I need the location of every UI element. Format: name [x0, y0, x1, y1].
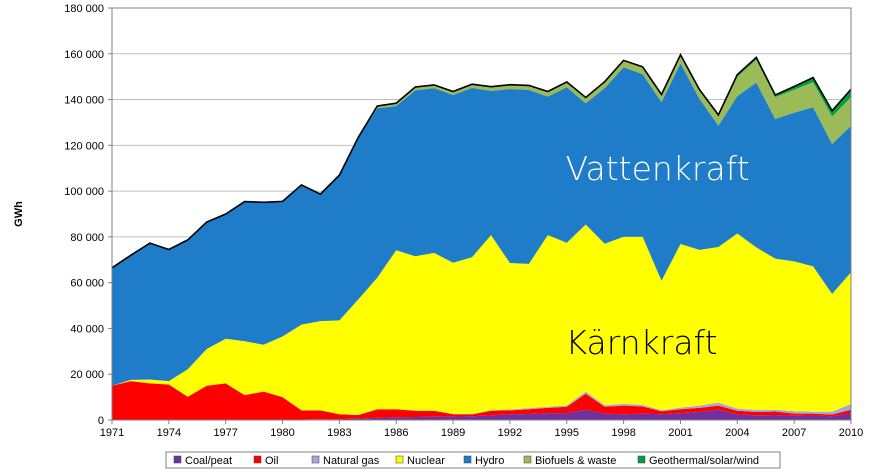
legend-swatch [173, 455, 182, 464]
legend-item: Natural gas [311, 455, 380, 467]
legend-swatch [523, 455, 532, 464]
x-tick-label: 1992 [498, 427, 522, 439]
legend-label: Coal/peat [185, 455, 232, 467]
x-tick-label: 2007 [782, 427, 806, 439]
legend-item: Hydro [463, 455, 504, 467]
legend-swatch [311, 455, 320, 464]
legend-item: Geothermal/solar/wind [637, 455, 759, 467]
y-tick-label: 100 000 [64, 186, 104, 198]
x-tick-label: 1974 [157, 427, 181, 439]
x-tick-label: 1989 [441, 427, 465, 439]
y-tick-label: 0 [98, 415, 104, 427]
area-nuclear [112, 224, 851, 415]
legend-item: Coal/peat [173, 455, 232, 467]
y-tick-label: 80 000 [70, 232, 104, 244]
area-series [111, 52, 852, 420]
y-tick-label: 140 000 [64, 95, 104, 107]
legend-item: Biofuels & waste [523, 455, 616, 467]
annotations: Vattenkraft Kärnkraft [565, 149, 749, 362]
y-axis-label: GWh [13, 201, 25, 227]
y-tick-label: 40 000 [70, 323, 104, 335]
legend-item: Nuclear [395, 455, 445, 467]
legend-box [165, 451, 781, 469]
legend-label: Geothermal/solar/wind [649, 455, 759, 467]
x-tick-label: 1986 [384, 427, 408, 439]
annotation-k-rnkraft: Kärnkraft [565, 323, 717, 362]
x-tick-label: 2001 [668, 427, 692, 439]
y-axis-ticks: 0 20 000 40 000 60 000 80 000 100 000 120 000 1… [64, 3, 112, 427]
y-tick-label: 160 000 [64, 49, 104, 61]
y-tick-label: 60 000 [70, 278, 104, 290]
x-tick-label: 1995 [555, 427, 579, 439]
x-tick-label: 1977 [213, 427, 237, 439]
x-tick-label: 2010 [839, 427, 863, 439]
y-tick-label: 120 000 [64, 140, 104, 152]
total-outline [111, 52, 852, 269]
legend-item: Oil [253, 455, 278, 467]
area-coal-peat [112, 409, 851, 420]
legend-label: Nuclear [407, 455, 445, 467]
legend: Coal/peat Oil Natural gas Nuclear Hydro Biofu… [165, 451, 781, 469]
y-tick-label: 20 000 [70, 369, 104, 381]
x-tick-label: 1998 [611, 427, 635, 439]
x-tick-label: 1980 [270, 427, 294, 439]
legend-label: Hydro [475, 455, 504, 467]
area-natural-gas [112, 381, 851, 415]
x-tick-label: 1983 [327, 427, 351, 439]
legend-swatch [395, 455, 404, 464]
legend-swatch [637, 455, 646, 464]
annotation-vattenkraft: Vattenkraft [565, 149, 749, 188]
legend-label: Oil [265, 455, 278, 467]
legend-label: Natural gas [323, 455, 380, 467]
area-oil [112, 381, 851, 420]
legend-swatch [463, 455, 472, 464]
plot-frame [111, 7, 852, 421]
area-hydro [112, 63, 851, 386]
x-tick-label: 1971 [100, 427, 124, 439]
legend-swatch [253, 455, 262, 464]
legend-label: Biofuels & waste [535, 455, 616, 467]
y-tick-label: 180 000 [64, 3, 104, 15]
x-axis-ticks: 1971 1974 1977 1980 1983 1986 1989 1992 1995 1998… [100, 420, 863, 439]
x-tick-label: 2004 [725, 427, 749, 439]
